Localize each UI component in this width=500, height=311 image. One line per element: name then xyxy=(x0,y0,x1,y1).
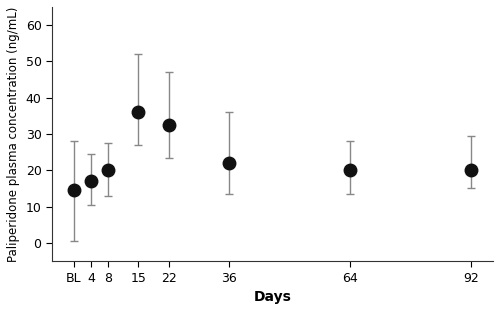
X-axis label: Days: Days xyxy=(254,290,292,304)
Y-axis label: Paliperidone plasma concentration (ng/mL): Paliperidone plasma concentration (ng/mL… xyxy=(7,6,20,262)
